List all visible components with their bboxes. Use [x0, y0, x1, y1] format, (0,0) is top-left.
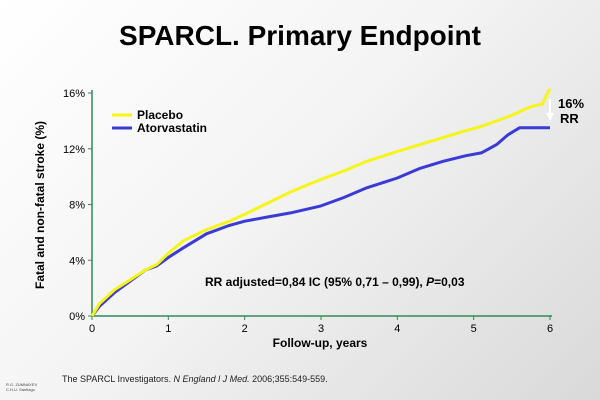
y-tick-label: 0% — [69, 311, 85, 323]
rr-annotation-prefix: RR adjusted=0,84 IC (95% 0,71 – 0,99), — [205, 275, 426, 289]
credit-line-2: C.H.U. Santiago — [6, 387, 35, 392]
legend-label-placebo: Placebo — [137, 108, 183, 122]
y-axis-label: Fatal and non-fatal stroke (%) — [33, 121, 47, 289]
citation: The SPARCL Investigators. N England l J … — [62, 374, 328, 384]
x-tick-label: 1 — [165, 323, 171, 335]
x-tick-label: 5 — [471, 323, 477, 335]
rr-percent-label: 16% — [558, 96, 584, 111]
x-tick-label: 2 — [242, 323, 248, 335]
rr-marker: 16% RR — [546, 96, 584, 126]
citation-suffix: 2006;355:549-559. — [249, 374, 328, 384]
y-tick-label: 4% — [69, 255, 85, 267]
chart-ticks: 0% 4% 8% 12% 16% 0 1 2 3 4 5 6 — [63, 88, 553, 335]
citation-prefix: The SPARCL Investigators. — [62, 374, 174, 384]
y-tick-label: 8% — [69, 200, 85, 212]
chart-series — [90, 88, 552, 317]
citation-journal: N England l J Med. — [173, 374, 250, 384]
rr-annotation: RR adjusted=0,84 IC (95% 0,71 – 0,99), P… — [205, 275, 465, 289]
rr-label: RR — [560, 111, 579, 126]
x-axis-label: Follow-up, years — [273, 336, 368, 350]
x-tick-label: 3 — [318, 323, 324, 335]
y-tick-label: 16% — [63, 88, 85, 100]
rr-annotation-suffix: =0,03 — [434, 275, 465, 289]
rr-arrow-head — [546, 113, 554, 121]
y-tick-label: 12% — [63, 144, 85, 156]
chart-title: SPARCL. Primary Endpoint — [119, 20, 481, 51]
corner-credit: R.G. ZUMNAYEV C.H.U. Santiago — [6, 382, 37, 392]
x-tick-label: 0 — [89, 323, 95, 335]
x-tick-label: 6 — [547, 323, 553, 335]
legend-label-atorvastatin: Atorvastatin — [137, 121, 207, 135]
credit-line-1: R.G. ZUMNAYEV — [6, 382, 38, 387]
x-tick-label: 4 — [394, 323, 400, 335]
rr-annotation-p: P — [426, 275, 435, 289]
series-line-placebo — [90, 88, 552, 317]
